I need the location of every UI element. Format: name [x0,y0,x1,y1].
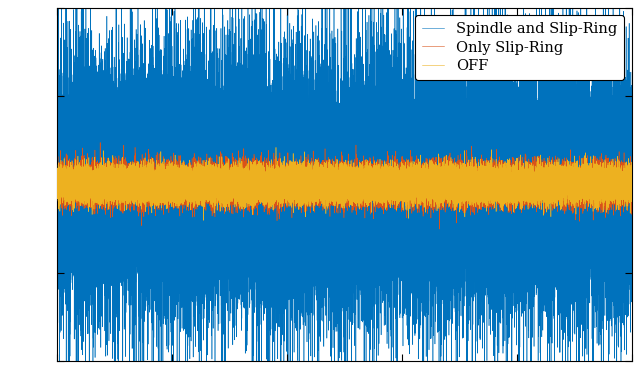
Only Slip-Ring [480,188,487,193]
Only Slip-Ring [628,181,635,186]
Spindle and Slip-Ring [192,162,200,166]
OFF [93,180,100,185]
Spindle and Slip-Ring [93,158,100,163]
OFF [480,174,487,178]
OFF [272,145,280,150]
Only Slip-Ring [192,179,200,183]
Line: Only Slip-Ring: Only Slip-Ring [57,142,632,229]
Line: Spindle and Slip-Ring: Spindle and Slip-Ring [57,0,632,380]
Spindle and Slip-Ring [399,81,407,85]
Only Slip-Ring [436,227,443,231]
Spindle and Slip-Ring [54,236,61,240]
Spindle and Slip-Ring [274,174,281,178]
Legend: Spindle and Slip-Ring, Only Slip-Ring, OFF: Spindle and Slip-Ring, Only Slip-Ring, O… [415,15,625,80]
OFF [200,218,207,223]
OFF [274,182,281,187]
OFF [192,180,200,185]
Only Slip-Ring [93,182,100,186]
OFF [399,186,407,190]
Line: OFF: OFF [57,147,632,220]
Spindle and Slip-Ring [480,186,487,191]
Spindle and Slip-Ring [365,175,373,180]
OFF [54,179,61,184]
Only Slip-Ring [399,189,407,193]
Only Slip-Ring [96,140,104,145]
Spindle and Slip-Ring [628,256,635,260]
OFF [365,187,373,192]
OFF [628,181,635,186]
Only Slip-Ring [54,189,61,194]
Only Slip-Ring [274,186,281,191]
Only Slip-Ring [365,180,373,185]
